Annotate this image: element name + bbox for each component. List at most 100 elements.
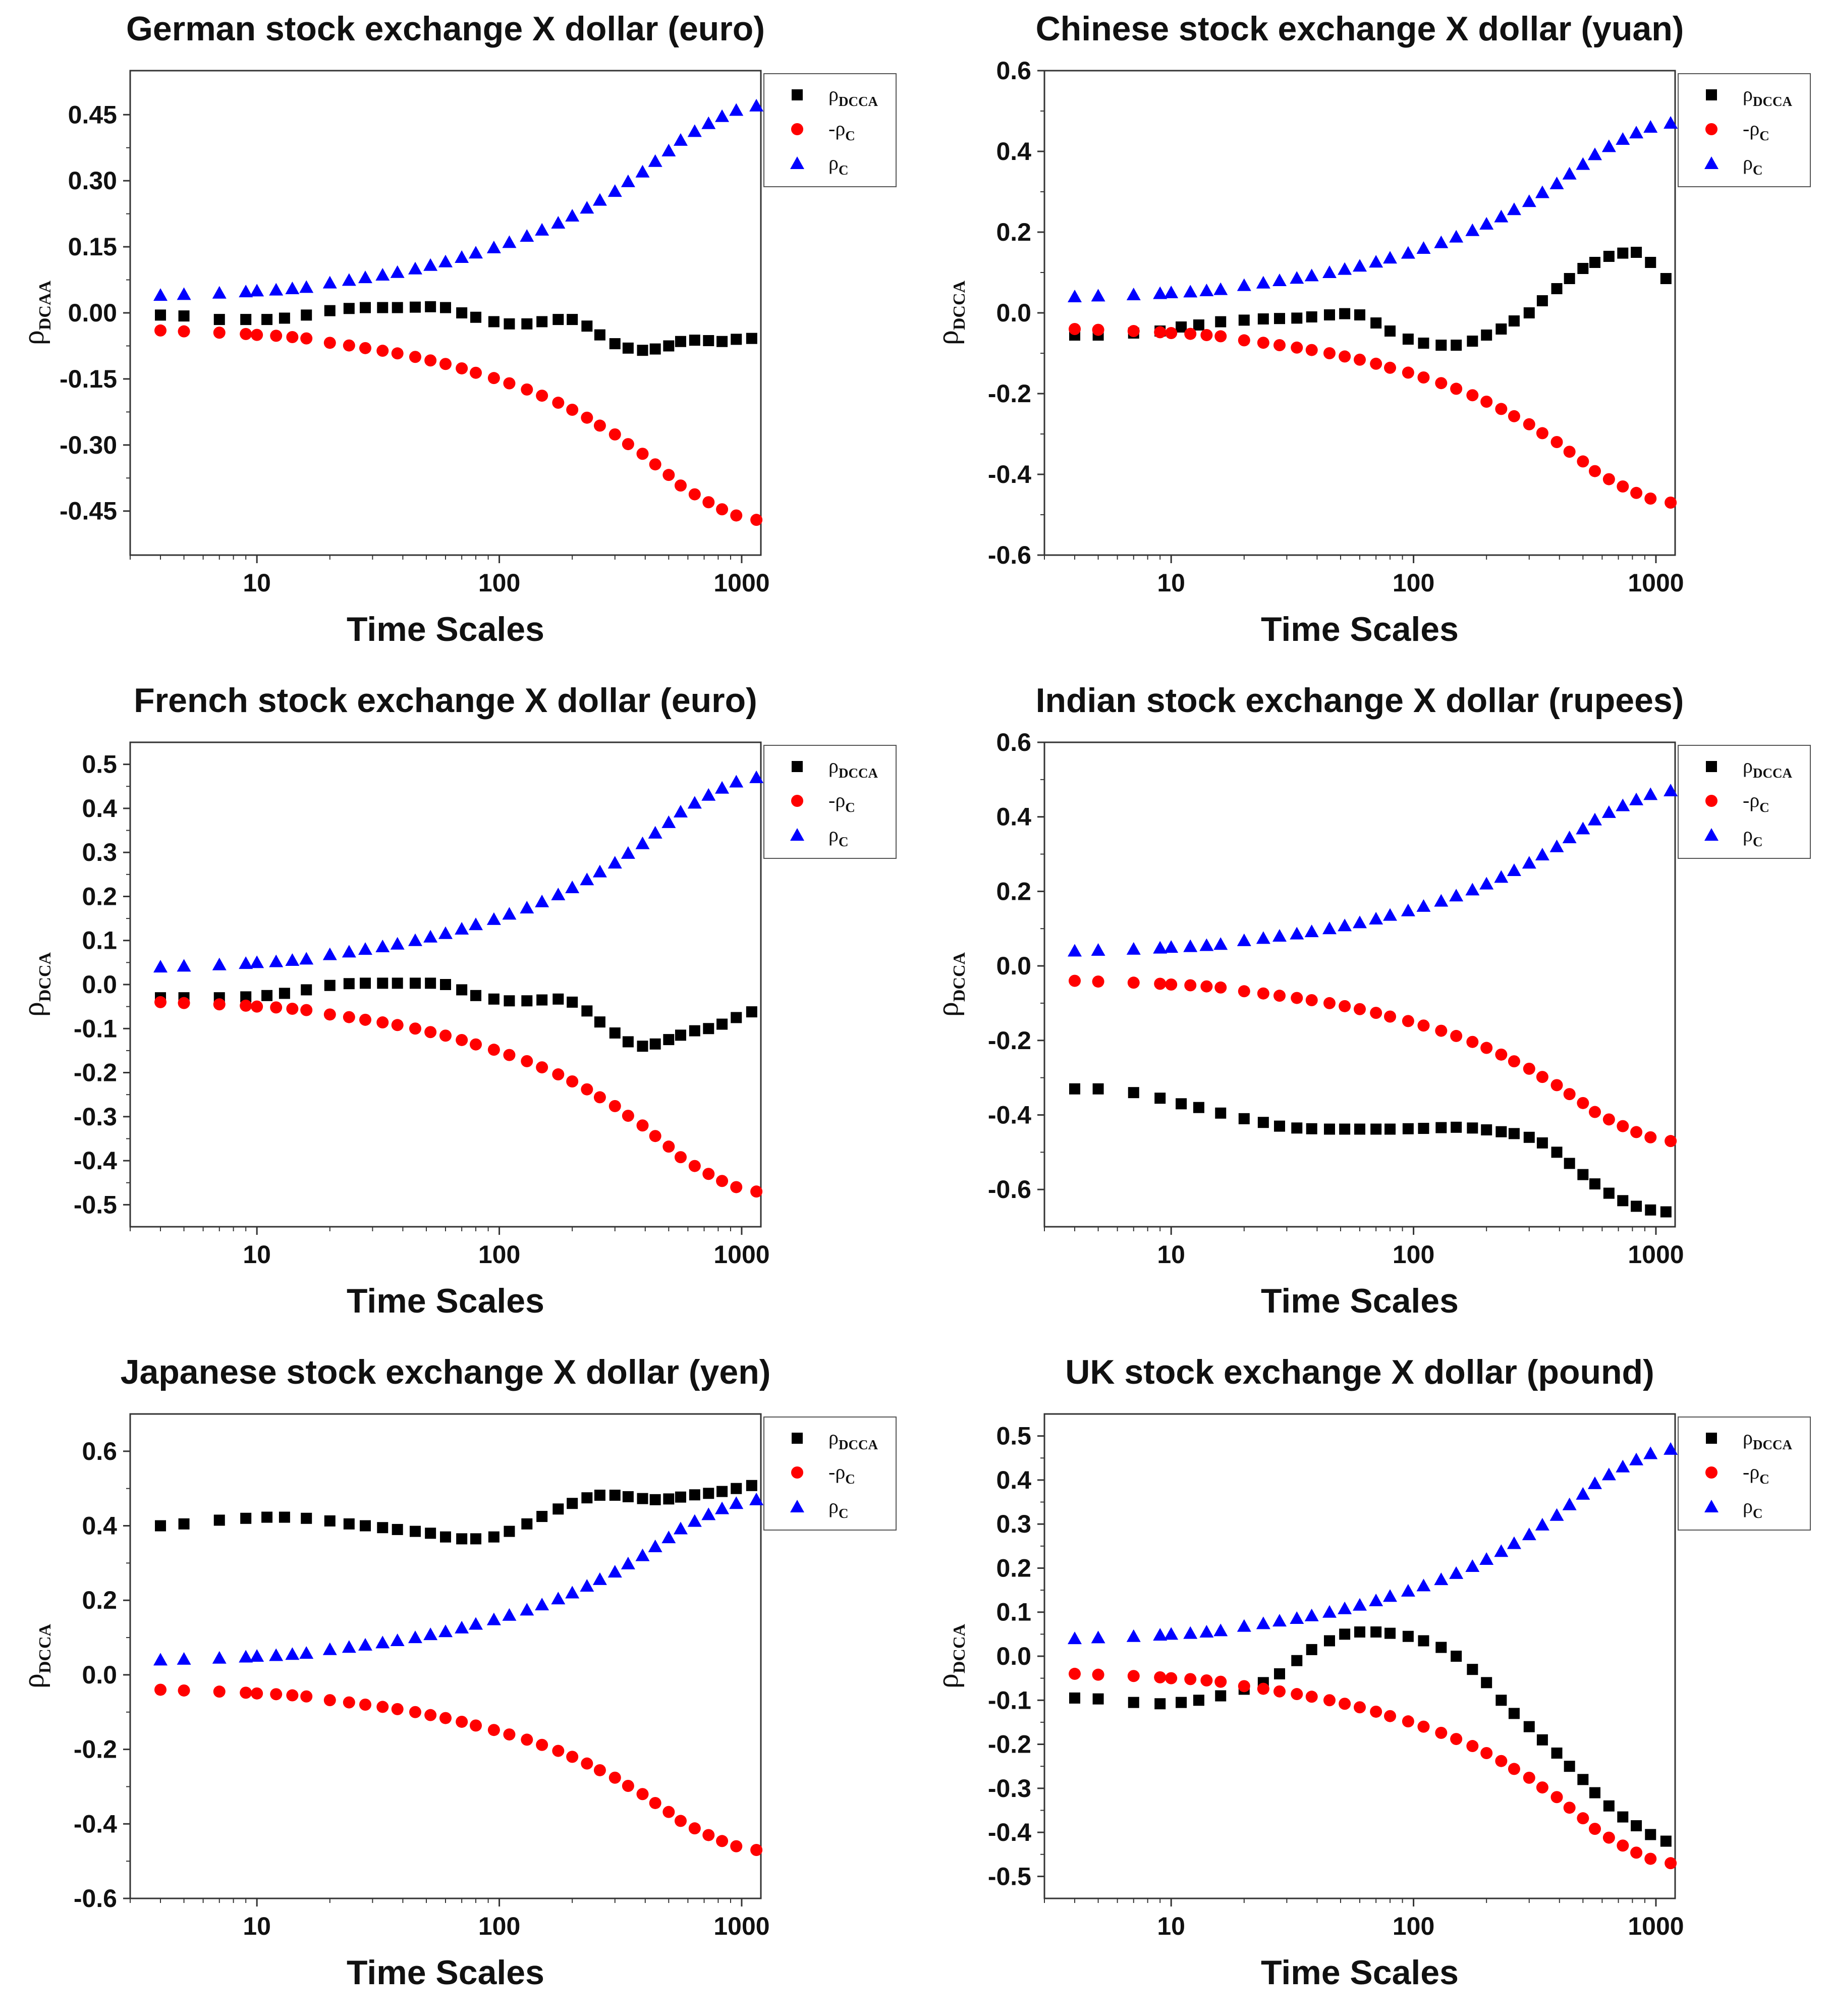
data-point [637, 1493, 648, 1504]
data-point [1660, 273, 1672, 284]
data-point [552, 314, 564, 325]
data-point [1616, 132, 1630, 145]
legend-label-prefix: - [1743, 117, 1749, 140]
data-point [551, 215, 566, 229]
data-point [1549, 839, 1564, 852]
data-point [1417, 371, 1430, 384]
data-point [1092, 323, 1104, 336]
x-axis-label: Time Scales [347, 1953, 544, 1992]
x-axis: 10 100 1000 [130, 555, 770, 597]
legend-label-prefix: - [828, 1460, 835, 1483]
x-tick-label: 10 [243, 1912, 271, 1940]
data-point [1384, 1010, 1397, 1023]
data-point [487, 1724, 500, 1736]
data-point [153, 288, 168, 301]
data-point [343, 1696, 355, 1709]
data-point [1494, 1544, 1509, 1557]
legend-label-symbol: ρ [828, 1426, 839, 1449]
chart-chinese-yuan: Chinese stock exchange X dollar (yuan) 0.… [914, 0, 1828, 672]
data-point [486, 912, 501, 925]
data-point [1664, 1442, 1678, 1455]
legend-label-symbol: ρ [835, 117, 845, 140]
data-point [409, 977, 421, 989]
legend-label-symbol: ρ [828, 823, 839, 846]
data-point [1551, 283, 1563, 294]
data-point [580, 1579, 594, 1592]
data-point [1323, 347, 1336, 359]
legend-marker [1704, 156, 1719, 169]
data-point [1353, 1598, 1367, 1611]
data-point [581, 1492, 593, 1504]
legend-marker [790, 156, 804, 169]
data-point [675, 1491, 686, 1503]
data-point [1480, 1042, 1493, 1054]
data-point [1370, 317, 1382, 329]
data-point [251, 329, 263, 341]
data-point [622, 438, 634, 451]
data-point [1068, 944, 1082, 957]
data-point [469, 917, 483, 931]
data-point [1164, 1627, 1179, 1640]
data-point [502, 907, 517, 920]
y-tick-label: -0.2 [74, 1059, 117, 1087]
data-point [1127, 325, 1140, 337]
data-point [746, 333, 757, 344]
data-point [1199, 938, 1214, 951]
data-point [1434, 894, 1449, 907]
legend-box [1678, 73, 1811, 187]
data-point [1153, 286, 1168, 299]
y-tick-label: 0.30 [68, 167, 117, 195]
data-point [552, 397, 565, 409]
data-point [409, 351, 421, 363]
chart-svg: Japanese stock exchange X dollar (yen) 0.… [17, 1353, 897, 1992]
data-point [1587, 147, 1602, 160]
data-point [1213, 1623, 1228, 1637]
data-point [440, 1531, 451, 1543]
data-point [1562, 167, 1577, 180]
legend-label-symbol: ρ [1749, 789, 1759, 811]
data-point [1418, 1123, 1429, 1134]
data-point [1092, 1668, 1104, 1681]
data-point [1369, 255, 1383, 268]
data-point [1237, 933, 1251, 946]
data-point [1154, 1671, 1167, 1683]
data-point [261, 314, 273, 325]
data-point [1291, 1655, 1303, 1666]
data-point [607, 1565, 622, 1578]
data-point [581, 320, 593, 332]
x-tick-label: 10 [1157, 1912, 1185, 1940]
series-rho-c [1068, 1442, 1678, 1645]
data-point [1068, 1631, 1082, 1645]
legend-label-prefix: - [828, 117, 835, 140]
data-point [286, 331, 299, 343]
data-point [213, 998, 226, 1011]
series-rho-c [1068, 784, 1678, 957]
y-tick-label: -0.6 [74, 1884, 117, 1913]
y-tick-label: 0.0 [82, 970, 117, 999]
data-point [240, 999, 252, 1012]
data-point [1479, 217, 1494, 230]
data-point [1451, 1121, 1462, 1133]
data-point [552, 1745, 565, 1757]
data-point [1092, 1083, 1104, 1095]
data-point [1630, 1846, 1643, 1859]
data-point [1370, 1626, 1382, 1638]
data-point [689, 1025, 700, 1037]
data-point [390, 265, 405, 278]
data-point [1215, 1107, 1227, 1119]
data-point [487, 1044, 500, 1056]
legend-marker [792, 89, 803, 100]
y-axis-label-symbol: ρ [17, 330, 50, 345]
data-point [299, 952, 314, 965]
series-neg-rho-c [1069, 1667, 1677, 1870]
y-tick-label: -0.2 [74, 1735, 117, 1764]
data-point [567, 996, 578, 1008]
data-point [342, 1640, 356, 1653]
data-point [1402, 366, 1414, 379]
data-point [409, 1022, 421, 1035]
data-point [1481, 1677, 1492, 1688]
data-point [1508, 1763, 1520, 1775]
data-point [648, 154, 662, 167]
data-point [1416, 899, 1431, 912]
